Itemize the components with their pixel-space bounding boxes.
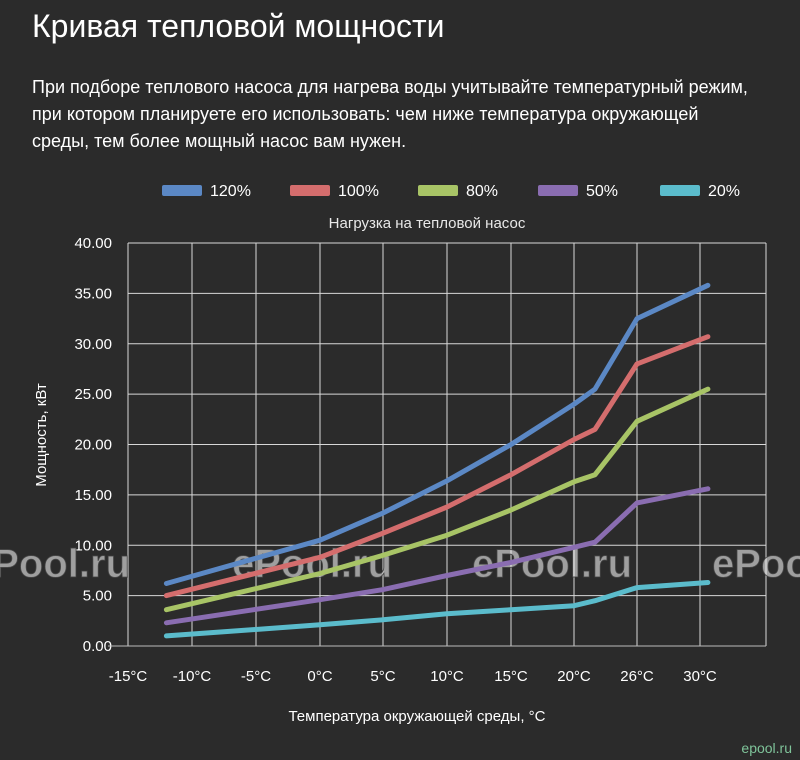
x-axis-label: Температура окружающей среды, °C [288, 708, 545, 725]
x-tick-label: 20°C [557, 668, 591, 685]
y-tick-label: 15.00 [74, 487, 112, 504]
x-tick-label: -5°C [241, 668, 271, 685]
legend-label: 20% [708, 183, 740, 200]
legend-label: 80% [466, 183, 498, 200]
x-tick-label: -15°C [109, 668, 148, 685]
y-tick-label: 10.00 [74, 537, 112, 554]
x-tick-label: 0°C [307, 668, 332, 685]
y-tick-label: 40.00 [74, 235, 112, 252]
y-tick-label: 0.00 [83, 638, 112, 655]
y-tick-label: 25.00 [74, 386, 112, 403]
chart-title: Нагрузка на тепловой насос [329, 215, 526, 232]
series-line-120pct [163, 282, 711, 586]
x-tick-label: 15°C [494, 668, 528, 685]
intro-text: При подборе теплового насоса для нагрева… [32, 77, 748, 151]
series-line-20pct [163, 580, 711, 639]
legend-swatch [660, 185, 700, 196]
y-tick-label: 5.00 [83, 588, 112, 605]
legend-swatch [538, 185, 578, 196]
legend-swatch [418, 185, 458, 196]
page-title: Кривая тепловой мощности [32, 8, 445, 44]
x-tick-label: 5°C [370, 668, 395, 685]
legend-label: 120% [210, 183, 251, 200]
y-tick-label: 20.00 [74, 437, 112, 454]
watermark: ePool.ru [0, 542, 130, 586]
x-tick-label: 10°C [430, 668, 464, 685]
legend-swatch [290, 185, 330, 196]
y-axis-label: Мощность, кВт [33, 383, 50, 487]
legend-swatch [162, 185, 202, 196]
legend-label: 100% [338, 183, 379, 200]
y-tick-label: 30.00 [74, 336, 112, 353]
watermark: ePool.ru [712, 542, 800, 586]
series-line-50pct [163, 486, 711, 626]
watermark: ePool.ru [232, 542, 392, 586]
series-line-80pct [163, 386, 711, 613]
x-tick-label: 30°C [683, 668, 717, 685]
site-tag: epool.ru [741, 740, 792, 756]
legend-label: 50% [586, 183, 618, 200]
series-line-100pct [163, 334, 711, 599]
x-tick-label: 26°C [620, 668, 654, 685]
y-tick-label: 35.00 [74, 285, 112, 302]
x-tick-label: -10°C [173, 668, 212, 685]
